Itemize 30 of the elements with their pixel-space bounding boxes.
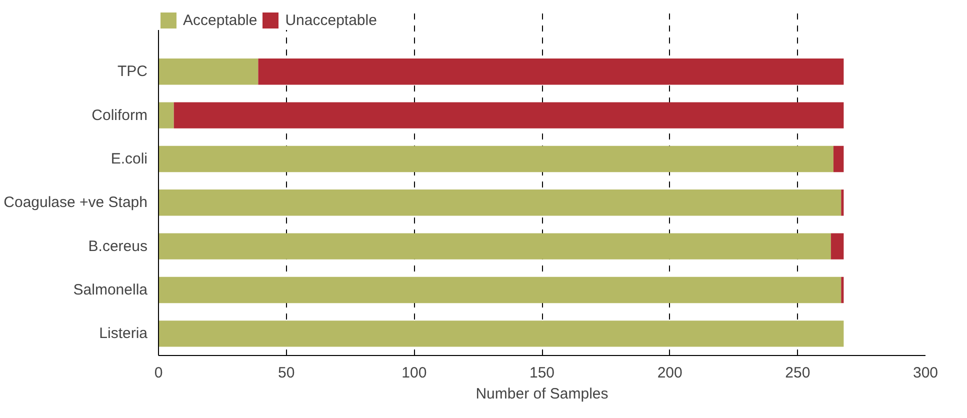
y-tick-label: Listeria <box>99 325 148 342</box>
x-tick-label: 300 <box>912 364 938 382</box>
x-axis-title: Number of Samples <box>476 386 608 402</box>
y-tick-label: Coliform <box>92 106 148 124</box>
bar <box>158 190 842 216</box>
y-tick-label: TPC <box>118 63 148 80</box>
bar <box>841 190 844 216</box>
y-tick-label: B.cereus <box>88 238 148 255</box>
x-tick-label: 0 <box>154 364 163 382</box>
legend-label: Acceptable <box>183 12 258 28</box>
bar <box>258 58 844 85</box>
legend-label: Unacceptable <box>285 12 377 28</box>
bar <box>833 146 844 172</box>
x-tick-label: 150 <box>529 364 555 382</box>
x-tick-label: 50 <box>278 364 295 382</box>
bar <box>841 276 844 304</box>
x-tick-label: 100 <box>402 364 427 382</box>
x-tick-label: 200 <box>657 364 682 382</box>
y-tick-label: E.coli <box>110 150 148 168</box>
bar <box>158 102 174 128</box>
bar <box>158 146 834 172</box>
bar <box>158 58 258 85</box>
y-tick-label: Salmonella <box>73 281 148 298</box>
bar <box>158 233 831 260</box>
bar <box>830 233 844 260</box>
bar <box>158 320 844 347</box>
bar <box>174 102 844 128</box>
y-tick-label: Coagulase +ve Staph <box>4 194 148 212</box>
x-tick-label: 250 <box>785 364 810 382</box>
bar <box>158 276 842 304</box>
